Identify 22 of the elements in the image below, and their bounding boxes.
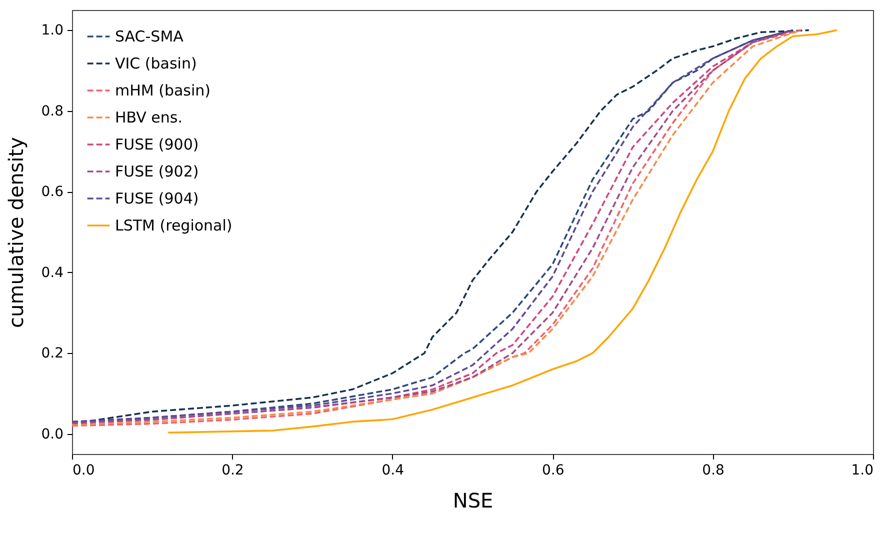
x-tick-label: 0.0 — [72, 462, 95, 478]
legend-label: FUSE (902) — [115, 162, 199, 180]
y-tick-label: 0.4 — [41, 264, 64, 281]
legend-label: SAC-SMA — [115, 28, 184, 46]
y-tick-label: 1.0 — [41, 22, 64, 39]
y-tick-label: 0.2 — [41, 346, 64, 362]
legend-label: HBV ens. — [115, 108, 182, 126]
legend-label: FUSE (900) — [115, 136, 199, 154]
x-tick-label: 0.4 — [382, 462, 404, 478]
legend-label: FUSE (904) — [115, 190, 199, 208]
y-tick-label: 0.0 — [41, 426, 64, 442]
y-axis-title: cumulative density — [4, 136, 28, 328]
y-tick-label: 0.6 — [41, 184, 64, 200]
x-axis-title: NSE — [452, 488, 494, 512]
x-tick-label: 0.6 — [542, 462, 564, 478]
legend-label: mHM (basin) — [115, 82, 211, 100]
x-tick-label: 0.2 — [222, 462, 244, 478]
x-tick-label: 1.0 — [851, 462, 874, 478]
legend-label: VIC (basin) — [115, 54, 197, 72]
legend-label: LSTM (regional) — [115, 216, 232, 234]
x-tick-label: 0.8 — [702, 462, 724, 478]
y-tick-label: 0.8 — [41, 103, 64, 120]
